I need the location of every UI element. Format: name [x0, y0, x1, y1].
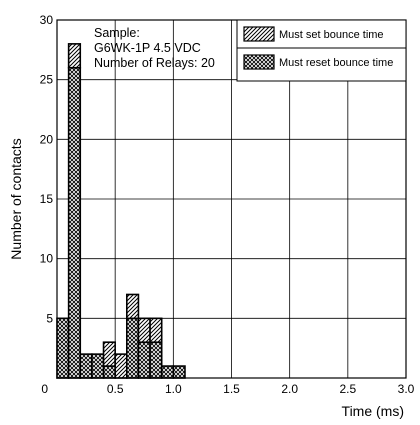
bar-set-5 — [114, 353, 128, 379]
bar-set-7 — [137, 317, 151, 344]
legend-label-reset: Must reset bounce time — [279, 57, 393, 69]
bar-reset-10 — [172, 365, 186, 379]
x-axis-label: Time (ms) — [342, 403, 404, 419]
y-tick-label: 20 — [40, 132, 54, 146]
x-tick-label: 0.5 — [107, 382, 124, 396]
y-tick-label: 30 — [40, 13, 54, 27]
y-tick-label: 5 — [46, 311, 53, 325]
x-tick-labels: 0 0.5 1.0 1.5 2.0 2.5 3.0 — [41, 382, 414, 396]
x-tick-label: 3.0 — [398, 382, 415, 396]
bar-reset-4 — [102, 365, 116, 379]
x-tick-label: 2.5 — [339, 382, 356, 396]
bar-reset-0 — [56, 317, 70, 379]
bar-reset-8 — [149, 341, 163, 379]
sample-annotation: Sample: G6WK-1P 4.5 VDC Number of Relays… — [94, 26, 215, 70]
legend-label-set: Must set bounce time — [279, 29, 384, 41]
bar-reset-3 — [91, 353, 105, 379]
bar-set-1 — [67, 43, 82, 69]
bar-reset-7 — [137, 341, 151, 379]
bar-reset-9 — [160, 365, 175, 379]
y-tick-labels: 5 10 15 20 25 30 — [40, 13, 54, 325]
legend-swatch-set — [243, 26, 275, 42]
y-axis-label: Number of contacts — [8, 138, 24, 259]
bar-reset-2 — [79, 353, 93, 379]
x-tick-label: 0 — [41, 382, 48, 396]
legend: Must set bounce time Must reset bounce t… — [236, 19, 407, 82]
x-tick-label: 2.0 — [281, 382, 298, 396]
bar-set-6 — [126, 293, 140, 320]
x-tick-label: 1.0 — [165, 382, 182, 396]
plot-frame — [56, 19, 407, 379]
bar-reset-6 — [126, 317, 140, 379]
annotation-line-relays: Number of Relays: 20 — [94, 56, 215, 70]
y-tick-label: 10 — [40, 252, 54, 266]
annotation-line-sample: Sample: — [94, 26, 140, 40]
y-tick-label: 15 — [40, 192, 54, 206]
x-tick-label: 1.5 — [223, 382, 240, 396]
bar-set-8 — [149, 317, 163, 344]
bars — [56, 43, 186, 379]
bar-set-4 — [102, 341, 116, 367]
y-tick-label: 25 — [40, 73, 54, 87]
legend-swatch-reset — [243, 54, 275, 70]
annotation-line-model: G6WK-1P 4.5 VDC — [94, 41, 201, 55]
bar-reset-1 — [67, 66, 82, 379]
